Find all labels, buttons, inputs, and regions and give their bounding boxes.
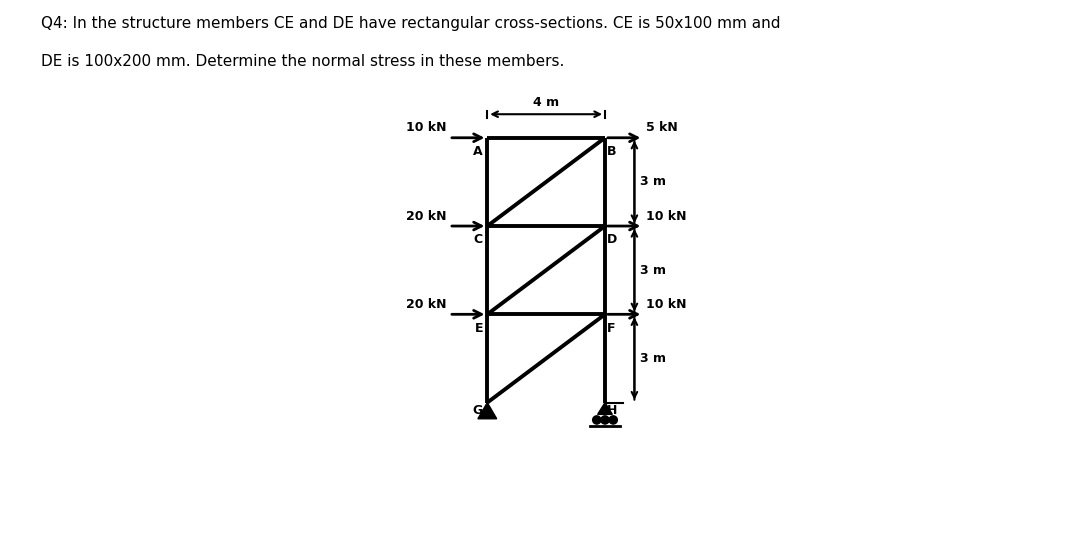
Text: H: H: [607, 404, 618, 417]
Text: 5 kN: 5 kN: [646, 121, 678, 134]
Circle shape: [609, 416, 618, 424]
Text: 3 m: 3 m: [639, 175, 665, 188]
Text: A: A: [473, 145, 483, 158]
Text: 10 kN: 10 kN: [646, 210, 687, 223]
Polygon shape: [597, 402, 612, 414]
Text: 3 m: 3 m: [639, 352, 665, 365]
Text: 3 m: 3 m: [639, 264, 665, 277]
Circle shape: [600, 416, 609, 424]
Circle shape: [593, 416, 600, 424]
Text: 10 kN: 10 kN: [406, 121, 446, 134]
Polygon shape: [477, 402, 497, 419]
Text: 20 kN: 20 kN: [406, 298, 446, 311]
Text: B: B: [607, 145, 617, 158]
Text: F: F: [607, 322, 616, 335]
Text: E: E: [474, 322, 483, 335]
Text: 10 kN: 10 kN: [646, 298, 687, 311]
Text: Q4: In the structure members CE and DE have rectangular cross-sections. CE is 50: Q4: In the structure members CE and DE h…: [41, 16, 781, 31]
Text: 4 m: 4 m: [534, 96, 559, 109]
Text: DE is 100x200 mm. Determine the normal stress in these members.: DE is 100x200 mm. Determine the normal s…: [41, 54, 565, 68]
Text: 20 kN: 20 kN: [406, 210, 446, 223]
Text: C: C: [474, 233, 483, 247]
Text: D: D: [607, 233, 618, 247]
Text: G: G: [473, 404, 483, 417]
